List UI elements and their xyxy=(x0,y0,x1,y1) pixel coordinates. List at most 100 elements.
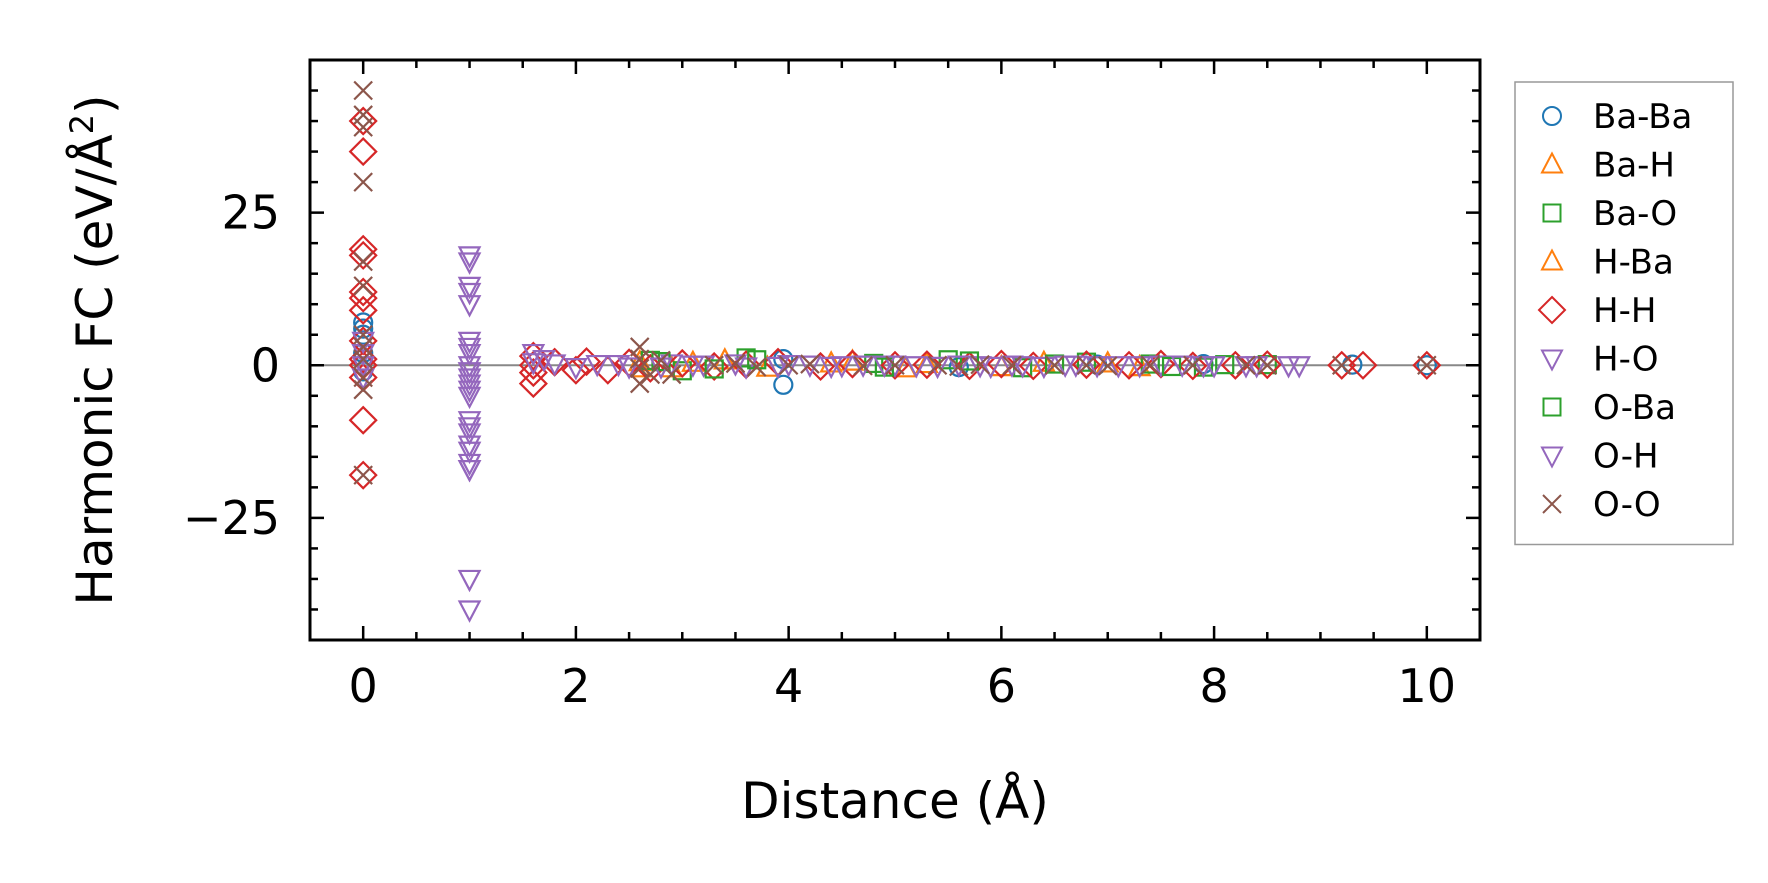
data-point xyxy=(1220,350,1250,380)
data-point xyxy=(353,349,373,369)
data-point xyxy=(946,355,971,379)
data-point xyxy=(1257,355,1278,376)
legend-marker xyxy=(1537,295,1567,325)
data-point xyxy=(457,453,482,477)
data-point xyxy=(766,356,790,380)
x-tick-label: 0 xyxy=(349,659,378,713)
legend: Ba-Ba Ba-H Ba-O H-Ba H-H H-O O-Ba O-H O-O xyxy=(1514,81,1734,546)
data-point xyxy=(353,172,373,192)
legend-label: Ba-O xyxy=(1593,194,1677,234)
data-point xyxy=(457,411,482,434)
data-point xyxy=(773,374,794,395)
data-point xyxy=(348,277,378,307)
data-point xyxy=(351,368,376,391)
data-point xyxy=(681,355,705,379)
data-point xyxy=(819,350,844,373)
data-point xyxy=(457,337,482,361)
data-points xyxy=(348,80,1442,623)
data-point xyxy=(1416,355,1437,376)
data-point xyxy=(1106,356,1131,379)
data-point xyxy=(532,350,556,373)
data-point xyxy=(872,355,897,379)
series-h-o xyxy=(351,246,1312,623)
data-point xyxy=(629,349,650,369)
legend-label: Ba-Ba xyxy=(1593,97,1692,137)
data-point xyxy=(837,349,868,379)
y-tick-label: −25 xyxy=(183,491,280,545)
data-point xyxy=(1010,356,1035,379)
data-point xyxy=(1044,355,1065,376)
data-point xyxy=(348,137,378,167)
y-tick-label: 0 xyxy=(251,338,280,392)
legend-marker xyxy=(1542,494,1562,514)
data-point xyxy=(457,282,482,306)
data-point xyxy=(1161,356,1182,377)
data-point xyxy=(353,251,373,272)
data-point xyxy=(457,368,482,391)
data-point xyxy=(348,295,378,325)
data-point xyxy=(1236,355,1256,376)
data-point xyxy=(353,276,373,296)
y-axis-label-main: Harmonic FC (eV/Å xyxy=(66,134,124,605)
data-point xyxy=(353,80,373,101)
legend-marker xyxy=(1540,349,1564,372)
data-point xyxy=(564,357,588,381)
legend-marker xyxy=(1542,203,1562,223)
data-point xyxy=(348,405,378,435)
legend-item: O-Ba xyxy=(1542,388,1676,428)
data-point xyxy=(938,350,958,370)
data-point xyxy=(915,350,939,374)
data-point xyxy=(1018,351,1048,381)
data-point xyxy=(1140,355,1161,376)
y-axis-label-sup: 2 xyxy=(63,114,101,134)
data-point xyxy=(1053,355,1078,379)
data-point xyxy=(912,350,942,380)
data-point xyxy=(518,369,548,399)
data-point xyxy=(1044,354,1065,374)
data-point xyxy=(949,356,969,377)
legend-item: O-O xyxy=(1542,485,1661,525)
data-point xyxy=(571,347,602,377)
data-point xyxy=(800,354,820,374)
data-point xyxy=(1252,350,1282,380)
data-point xyxy=(1097,356,1118,376)
data-point xyxy=(853,356,873,376)
data-point xyxy=(1412,350,1442,380)
legend-marker xyxy=(1540,446,1564,469)
data-point xyxy=(1327,350,1357,380)
data-point xyxy=(1076,355,1097,376)
data-point xyxy=(457,417,482,440)
data-point xyxy=(661,364,682,385)
y-tick-labels: −25 0 25 xyxy=(183,186,280,545)
data-point xyxy=(1032,356,1056,380)
series-o-h xyxy=(457,252,1269,483)
data-point xyxy=(1032,349,1056,372)
legend-marker xyxy=(1542,397,1562,417)
data-point xyxy=(348,106,378,136)
data-point xyxy=(746,357,767,377)
legend-item: Ba-H xyxy=(1540,146,1675,186)
data-point xyxy=(351,356,376,379)
data-point xyxy=(1178,351,1208,381)
data-point xyxy=(723,354,748,377)
data-point xyxy=(1287,356,1312,379)
data-point xyxy=(457,276,482,300)
data-point xyxy=(1257,355,1277,375)
legend-label: H-Ba xyxy=(1593,243,1674,283)
data-point xyxy=(353,318,374,339)
data-point xyxy=(1076,352,1097,372)
legend-marker xyxy=(1540,151,1564,174)
legend-box xyxy=(1514,81,1734,546)
data-point xyxy=(353,117,373,137)
data-point xyxy=(561,355,591,385)
data-point xyxy=(606,354,631,378)
data-point xyxy=(1071,350,1102,380)
data-point xyxy=(635,353,665,383)
data-point xyxy=(457,600,482,623)
x-tick-label: 2 xyxy=(561,659,590,713)
data-point xyxy=(704,355,724,376)
data-point xyxy=(651,350,671,371)
x-axis-label: Distance (Å) xyxy=(741,772,1049,830)
data-point xyxy=(457,362,482,385)
data-point xyxy=(978,356,1003,380)
